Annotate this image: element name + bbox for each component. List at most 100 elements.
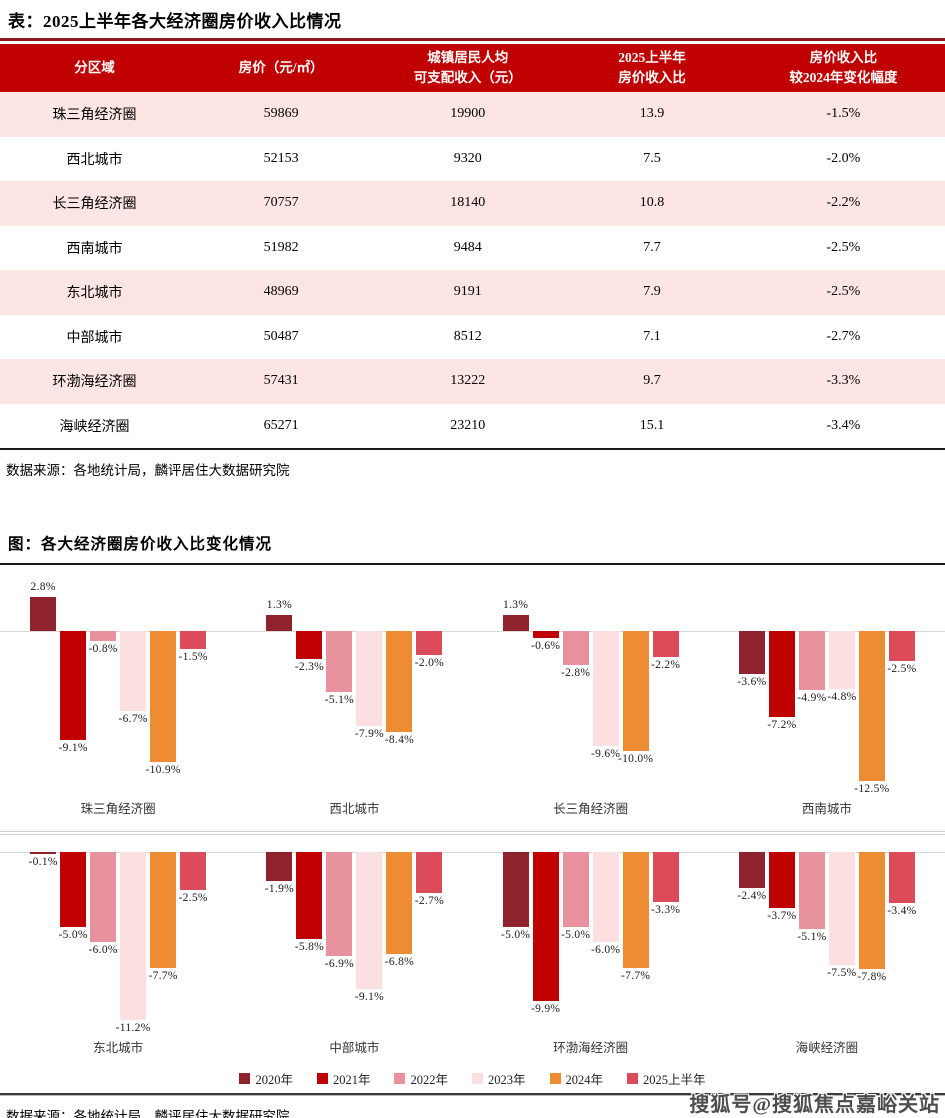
bar-slot: 1.3% xyxy=(501,565,531,829)
bar-2025上半年 xyxy=(652,631,679,657)
table-cell: 7.1 xyxy=(643,328,661,344)
bar-value-label: -7.9% xyxy=(354,728,385,740)
table-cell: 23210 xyxy=(450,417,486,433)
bar-cluster: -3.6% -7.2% -4.9% -4.8% -12.5% -2.5% xyxy=(709,565,945,829)
group-label: 长三角经济圈 xyxy=(553,802,629,816)
bar-2023年 xyxy=(828,852,855,965)
bar-cluster: -1.9% -5.8% -6.9% -9.1% -6.8% -2.7% xyxy=(236,837,472,1061)
bar-2021年 xyxy=(296,852,323,939)
bar-2021年 xyxy=(768,852,795,908)
bar-2024年 xyxy=(150,631,177,762)
table-header-row: 分区域 房价（元/㎡） 城镇居民人均 可支配收入（元） 2025上半年 房价收入比 房价收入… xyxy=(0,44,945,92)
bar-value-label: -6.0% xyxy=(590,944,621,956)
column-header: 房价收入比 较2024年变化幅度 xyxy=(789,50,898,85)
bar-2020年 xyxy=(738,631,765,674)
bar-2024年 xyxy=(622,852,649,968)
bar-slot: -3.4% xyxy=(887,837,917,1061)
bar-value-label: -5.0% xyxy=(560,929,591,941)
table-source: 数据来源：各地统计局，麟评居住大数据研究院 xyxy=(6,463,290,478)
group-label: 西北城市 xyxy=(329,802,380,816)
bar-value-label: -2.3% xyxy=(294,661,325,673)
table-row: 西北城市 52153 9320 7.5 -2.0% xyxy=(0,136,945,181)
table-cell: 9320 xyxy=(453,150,482,166)
legend-swatch-icon xyxy=(239,1072,251,1084)
legend-swatch-icon xyxy=(627,1072,639,1084)
table-cell: 59869 xyxy=(263,106,299,122)
bar-cluster: 2.8% -9.1% -0.8% -6.7% -10.9% -1.5% xyxy=(0,565,236,829)
table-cell: 西北城市 xyxy=(66,152,123,168)
bar-value-label: -9.9% xyxy=(530,1003,561,1015)
bar-2023年 xyxy=(356,852,383,989)
legend-item: 2024年 xyxy=(549,1069,603,1088)
legend-label: 2022年 xyxy=(410,1072,448,1087)
bar-2023年 xyxy=(592,631,619,746)
bar-slot: -6.0% xyxy=(591,837,621,1061)
bar-value-label: 1.3% xyxy=(266,599,292,611)
bar-value-label: -6.8% xyxy=(384,956,415,968)
bar-slot: -2.3% xyxy=(294,565,324,829)
bar-slot: -7.7% xyxy=(621,837,651,1061)
bar-value-label: -6.0% xyxy=(88,944,118,956)
bar-slot: -8.4% xyxy=(384,565,414,829)
bar-2025上半年 xyxy=(180,631,207,649)
table-cell: 长三角经济圈 xyxy=(52,197,137,213)
table-row: 东北城市 48969 9191 7.9 -2.5% xyxy=(0,270,945,315)
chart-group-6: -1.9% -5.8% -6.9% -9.1% -6.8% -2.7% 中部城市 xyxy=(236,837,472,1061)
bar-slot: -9.6% xyxy=(591,565,621,829)
bar-value-label: -7.8% xyxy=(857,971,887,983)
bar-value-label: -6.9% xyxy=(324,958,355,970)
bar-value-label: -12.5% xyxy=(854,783,890,795)
bar-slot: -7.5% xyxy=(827,837,857,1061)
legend-item: 2025上半年 xyxy=(627,1069,706,1088)
bar-slot: -7.7% xyxy=(148,837,178,1061)
table-cell: 8512 xyxy=(453,328,482,344)
bar-value-label: -2.8% xyxy=(560,667,591,679)
legend-label: 2020年 xyxy=(255,1072,293,1087)
table-cell: 18140 xyxy=(450,195,486,211)
table-cell: 10.8 xyxy=(639,195,665,211)
table-cell: 15.1 xyxy=(639,417,665,433)
table-body: 珠三角经济圈 59869 19900 13.9 -1.5% 西北城市 52153 9320 7.… xyxy=(0,92,945,448)
chart-group-3: 1.3% -0.6% -2.8% -9.6% -10.0% -2.2% 长三角经济圈 xyxy=(473,565,709,829)
bar-value-label: -7.5% xyxy=(827,967,857,979)
table-cell: 13.9 xyxy=(639,106,665,122)
bar-2025上半年 xyxy=(652,852,679,902)
table-cell: 65271 xyxy=(263,417,299,433)
watermark: 搜狐号@搜狐焦点嘉峪关站 xyxy=(689,1094,940,1116)
bar-slot: -2.8% xyxy=(561,565,591,829)
bar-slot: -2.5% xyxy=(887,565,917,829)
table-title: 表：2025上半年各大经济圈房价收入比情况 xyxy=(8,12,342,31)
table-row: 珠三角经济圈 59869 19900 13.9 -1.5% xyxy=(0,92,945,137)
bar-2022年 xyxy=(90,631,117,641)
bar-slot: -7.9% xyxy=(354,565,384,829)
bar-value-label: -9.1% xyxy=(58,742,88,754)
bar-slot: -10.0% xyxy=(618,565,653,829)
bar-value-label: -9.6% xyxy=(590,748,621,760)
bar-slot: -6.0% xyxy=(88,837,118,1061)
bar-slot: -9.9% xyxy=(531,837,561,1061)
bar-2025上半年 xyxy=(888,631,915,661)
chart-group-1: 2.8% -9.1% -0.8% -6.7% -10.9% -1.5% 珠三角经济圈 xyxy=(0,565,236,829)
bar-slot: -5.0% xyxy=(561,837,591,1061)
chart-row-divider xyxy=(0,831,945,835)
bar-slot: -2.7% xyxy=(414,837,444,1061)
bar-value-label: -4.8% xyxy=(827,691,857,703)
legend-swatch-icon xyxy=(549,1072,561,1084)
bar-2022年 xyxy=(326,852,353,956)
bar-slot: -3.3% xyxy=(651,837,681,1061)
table-cell: -1.5% xyxy=(826,106,861,122)
bar-value-label: -0.8% xyxy=(88,643,118,655)
bar-slot: -7.8% xyxy=(857,837,887,1061)
bar-value-label: -10.9% xyxy=(145,764,181,776)
bar-slot: -4.8% xyxy=(827,565,857,829)
table-cell: 西南城市 xyxy=(66,241,123,257)
bar-value-label: -0.1% xyxy=(28,856,58,868)
bar-value-label: -5.8% xyxy=(294,941,325,953)
bar-2021年 xyxy=(768,631,795,717)
table-cell: -2.2% xyxy=(826,195,861,211)
bar-2023年 xyxy=(592,852,619,942)
bar-2023年 xyxy=(120,631,147,711)
table-cell: 19900 xyxy=(450,106,486,122)
legend-swatch-icon xyxy=(394,1072,406,1084)
chart-row-2: -0.1% -5.0% -6.0% -11.2% -7.7% -2.5% 东北城市 -1.9%… xyxy=(0,837,945,1061)
